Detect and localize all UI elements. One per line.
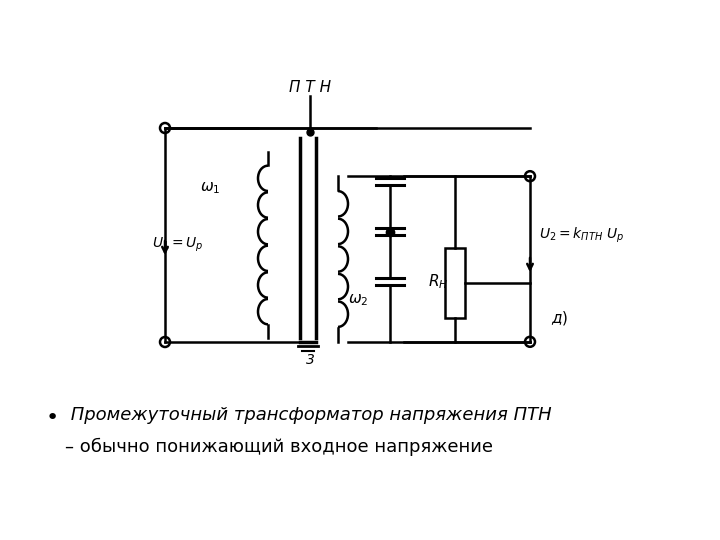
Text: $U_1 = U_p$: $U_1 = U_p$	[152, 236, 204, 254]
Text: $\omega_2$: $\omega_2$	[348, 292, 368, 308]
Text: Промежуточный трансформатор напряжения ПТН: Промежуточный трансформатор напряжения П…	[65, 406, 552, 424]
Text: $д)$: $д)$	[552, 309, 569, 327]
Text: $\omega_1$: $\omega_1$	[199, 180, 220, 196]
Text: $R_H$: $R_H$	[428, 273, 448, 292]
Text: 3: 3	[305, 353, 315, 367]
Text: – обычно понижающий входное напряжение: – обычно понижающий входное напряжение	[65, 438, 493, 456]
Bar	[445, 248, 465, 318]
Text: $U_2 = k_{ПТН}\ U_p$: $U_2 = k_{ПТН}\ U_p$	[539, 225, 624, 245]
Text: •: •	[45, 408, 58, 428]
Text: П Т Н: П Т Н	[289, 80, 331, 96]
